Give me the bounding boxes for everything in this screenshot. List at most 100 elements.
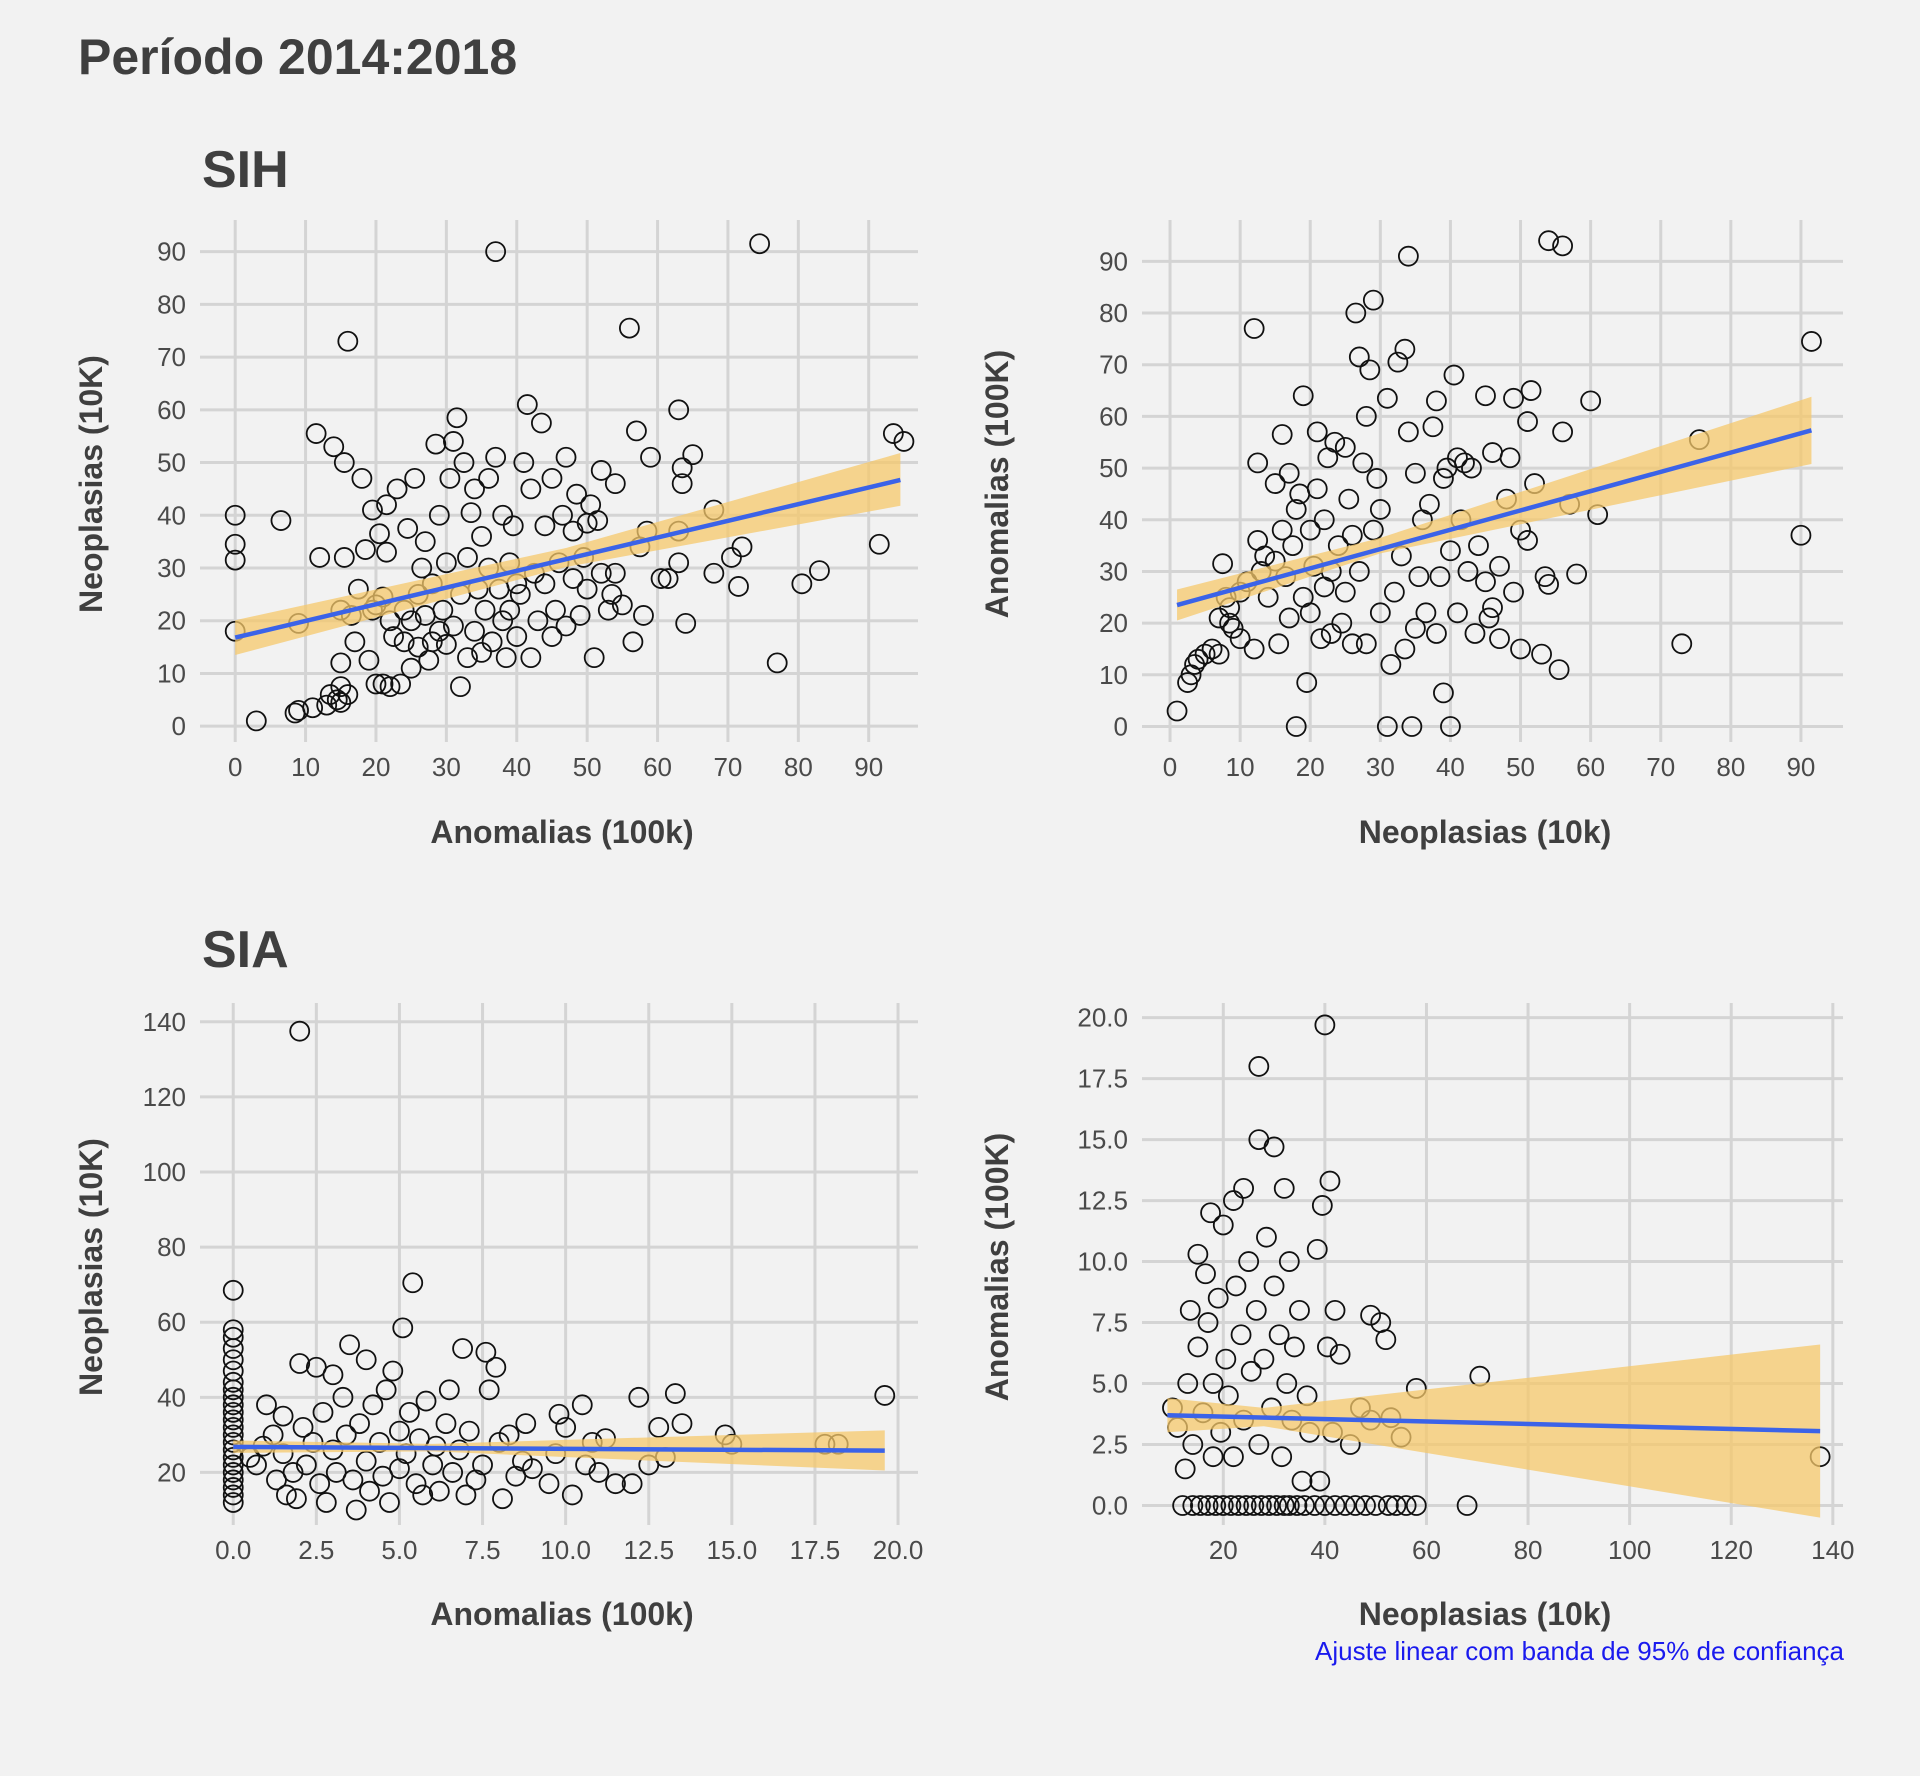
- data-point: [1285, 499, 1307, 520]
- data-point: [671, 457, 693, 479]
- data-point: [442, 1462, 464, 1483]
- data-point: [330, 676, 352, 698]
- data-point: [1334, 437, 1356, 458]
- data-point: [464, 478, 485, 500]
- data-point: [1366, 468, 1388, 489]
- y-tick-label: 90: [157, 237, 186, 267]
- x-tick-label: 30: [1366, 752, 1395, 782]
- data-point: [1304, 1495, 1326, 1516]
- data-point: [1248, 1056, 1270, 1077]
- data-point: [1306, 421, 1328, 443]
- data-point: [1177, 1373, 1199, 1394]
- y-tick-label: 0: [172, 711, 186, 741]
- data-point: [292, 1416, 314, 1438]
- x-tick-label: 5.0: [381, 1535, 417, 1565]
- x-tick-label: 140: [1811, 1535, 1854, 1565]
- data-point: [1489, 555, 1510, 577]
- y-tick-label: 50: [157, 448, 186, 478]
- data-point: [1320, 623, 1342, 644]
- data-point: [555, 446, 577, 468]
- data-point: [379, 676, 401, 698]
- data-point: [1376, 716, 1398, 737]
- data-point: [1195, 1263, 1216, 1285]
- y-tick-label: 20: [157, 1457, 186, 1487]
- data-point: [527, 610, 549, 632]
- data-point: [1397, 421, 1419, 443]
- data-point: [455, 1484, 477, 1506]
- data-point: [1440, 716, 1461, 737]
- y-tick-label: 70: [1099, 350, 1128, 380]
- data-point: [1359, 359, 1381, 381]
- data-point: [618, 317, 640, 339]
- data-point: [295, 1454, 317, 1476]
- data-point: [392, 1317, 414, 1339]
- data-point: [315, 1492, 337, 1513]
- data-point: [439, 467, 461, 489]
- data-point: [1440, 540, 1461, 562]
- y-tick-label: 0.0: [1092, 1490, 1128, 1520]
- data-point: [355, 539, 376, 560]
- x-tick-label: 40: [502, 752, 531, 782]
- data-point: [478, 467, 500, 489]
- data-point: [1273, 1177, 1295, 1199]
- data-point: [668, 399, 690, 421]
- data-point: [1566, 563, 1588, 585]
- data-point: [382, 1360, 404, 1382]
- data-point: [1352, 452, 1374, 474]
- data-point: [576, 578, 598, 600]
- data-point: [588, 1462, 610, 1483]
- data-point: [478, 1379, 500, 1401]
- data-point: [1268, 633, 1290, 655]
- data-point: [471, 641, 492, 663]
- data-point: [390, 673, 412, 695]
- data-point: [1538, 230, 1559, 252]
- y-tick-label: 50: [1099, 453, 1128, 483]
- x-tick-label: 120: [1710, 1535, 1753, 1565]
- data-point: [1187, 1336, 1209, 1358]
- data-point: [485, 241, 507, 263]
- data-point: [1355, 1495, 1376, 1516]
- data-point: [1447, 447, 1468, 469]
- data-point: [1338, 488, 1360, 510]
- data-point: [285, 1488, 307, 1510]
- data-point: [1258, 1495, 1280, 1516]
- data-point: [289, 1353, 311, 1374]
- x-tick-label: 17.5: [790, 1535, 841, 1565]
- data-point: [222, 1492, 244, 1513]
- y-axis-title: Neoplasias (10K): [73, 355, 109, 613]
- data-point: [305, 423, 327, 444]
- y-tick-label: 140: [143, 1007, 186, 1037]
- data-point: [1461, 457, 1482, 479]
- x-tick-label: 70: [713, 752, 742, 782]
- data-point: [516, 394, 538, 415]
- y-tick-label: 70: [157, 342, 186, 372]
- data-point: [1324, 1299, 1346, 1321]
- data-point: [349, 1413, 370, 1435]
- data-point: [337, 330, 359, 352]
- data-point: [393, 631, 415, 653]
- data-point: [1212, 553, 1234, 575]
- y-tick-label: 40: [157, 500, 186, 530]
- x-tick-label: 100: [1608, 1535, 1651, 1565]
- data-point: [1266, 1495, 1288, 1516]
- data-point: [1482, 597, 1503, 619]
- page-title: Período 2014:2018: [78, 29, 518, 85]
- data-point: [1294, 1495, 1315, 1516]
- y-tick-label: 60: [157, 395, 186, 425]
- data-point: [1310, 628, 1332, 650]
- data-point: [1499, 447, 1521, 469]
- data-point: [389, 1420, 410, 1442]
- x-tick-label: 80: [1716, 752, 1745, 782]
- data-point: [1225, 1275, 1247, 1297]
- x-tick-label: 70: [1646, 752, 1675, 782]
- data-point: [1482, 442, 1503, 463]
- x-tick-label: 50: [1506, 752, 1535, 782]
- row-title-sih: SIH: [202, 141, 289, 199]
- y-tick-label: 80: [157, 289, 186, 319]
- data-point: [460, 502, 482, 524]
- data-point: [309, 547, 331, 568]
- gridlines: [1142, 220, 1843, 742]
- data-point: [721, 547, 742, 568]
- y-tick-label: 120: [143, 1082, 186, 1112]
- x-tick-label: 20: [362, 752, 391, 782]
